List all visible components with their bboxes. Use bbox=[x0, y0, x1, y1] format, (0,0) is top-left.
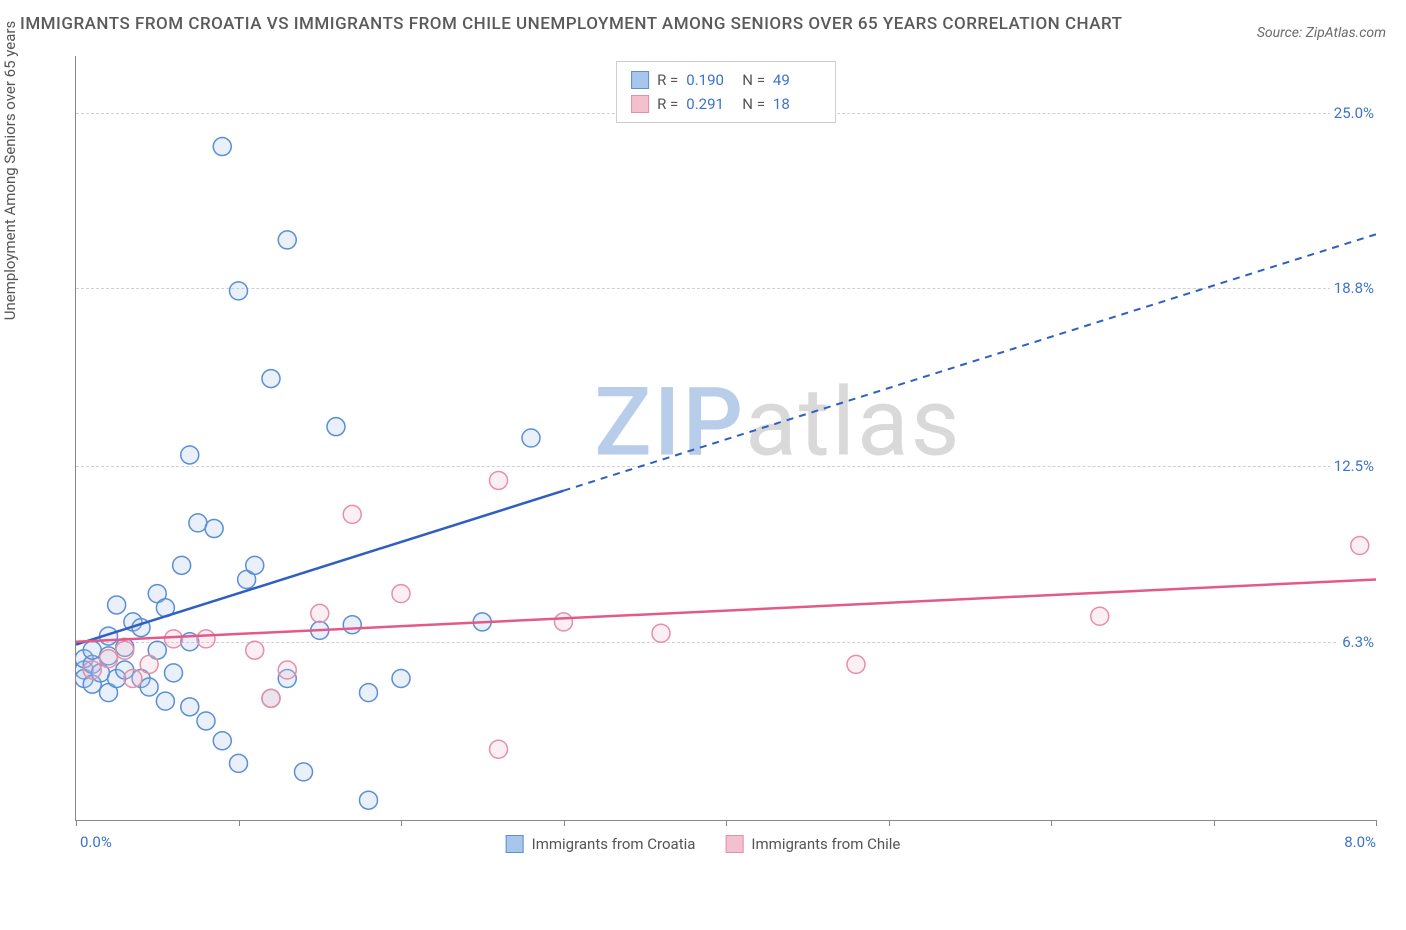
data-point bbox=[116, 641, 134, 659]
data-point bbox=[360, 791, 378, 809]
data-point bbox=[1351, 537, 1369, 555]
data-point bbox=[360, 684, 378, 702]
data-point bbox=[140, 678, 158, 696]
n-value-chile: 18 bbox=[773, 92, 821, 116]
legend-item-croatia: Immigrants from Croatia bbox=[506, 835, 696, 853]
x-axis-min-label: 0.0% bbox=[80, 833, 112, 851]
stats-legend-box: R = 0.190 N = 49 R = 0.291 N = 18 bbox=[616, 61, 836, 123]
data-point bbox=[181, 446, 199, 464]
r-value-chile: 0.291 bbox=[686, 92, 734, 116]
legend-item-chile: Immigrants from Chile bbox=[725, 835, 900, 853]
y-axis-label: Unemployment Among Seniors over 65 years bbox=[1, 21, 19, 320]
data-point bbox=[165, 664, 183, 682]
x-axis-max-label: 8.0% bbox=[1344, 833, 1376, 851]
data-point bbox=[295, 763, 313, 781]
source-attribution: Source: ZipAtlas.com bbox=[1257, 25, 1386, 41]
trend-line-dashed bbox=[564, 234, 1377, 490]
data-point bbox=[246, 556, 264, 574]
data-point bbox=[311, 604, 329, 622]
data-point bbox=[343, 616, 361, 634]
data-point bbox=[327, 418, 345, 436]
data-point bbox=[230, 754, 248, 772]
data-point bbox=[83, 661, 101, 679]
data-point bbox=[278, 231, 296, 249]
stats-row-croatia: R = 0.190 N = 49 bbox=[631, 68, 821, 92]
r-label: R = bbox=[657, 68, 678, 92]
data-point bbox=[847, 655, 865, 673]
data-point bbox=[100, 650, 118, 668]
data-point bbox=[278, 661, 296, 679]
trend-line-solid bbox=[76, 579, 1376, 641]
data-point bbox=[230, 282, 248, 300]
data-point bbox=[522, 429, 540, 447]
data-point bbox=[181, 698, 199, 716]
data-point bbox=[262, 689, 280, 707]
data-point bbox=[197, 630, 215, 648]
data-point bbox=[124, 670, 142, 688]
data-point bbox=[165, 630, 183, 648]
n-label: N = bbox=[742, 68, 765, 92]
data-point bbox=[392, 585, 410, 603]
data-point bbox=[156, 692, 174, 710]
plot-area: ZIPatlas R = 0.190 N = 49 R = 0.291 N = … bbox=[75, 56, 1376, 821]
data-point bbox=[555, 613, 573, 631]
data-point bbox=[490, 471, 508, 489]
chart-container: Unemployment Among Seniors over 65 years… bbox=[20, 51, 1386, 871]
data-point bbox=[392, 670, 410, 688]
data-point bbox=[197, 712, 215, 730]
data-point bbox=[213, 138, 231, 156]
data-point bbox=[140, 655, 158, 673]
data-point bbox=[173, 556, 191, 574]
legend-label-croatia: Immigrants from Croatia bbox=[532, 835, 696, 853]
legend-swatch-croatia bbox=[506, 835, 524, 853]
chart-title: IMMIGRANTS FROM CROATIA VS IMMIGRANTS FR… bbox=[20, 10, 1123, 39]
data-point bbox=[490, 740, 508, 758]
data-point bbox=[213, 732, 231, 750]
data-point bbox=[262, 370, 280, 388]
r-label: R = bbox=[657, 92, 678, 116]
legend-swatch-chile bbox=[725, 835, 743, 853]
data-point bbox=[108, 596, 126, 614]
r-value-croatia: 0.190 bbox=[686, 68, 734, 92]
n-value-croatia: 49 bbox=[773, 68, 821, 92]
stats-swatch-chile bbox=[631, 95, 649, 113]
scatter-plot-svg bbox=[76, 56, 1376, 820]
data-point bbox=[83, 641, 101, 659]
data-point bbox=[652, 624, 670, 642]
data-point bbox=[343, 505, 361, 523]
data-point bbox=[246, 641, 264, 659]
bottom-legend: Immigrants from Croatia Immigrants from … bbox=[506, 835, 901, 853]
data-point bbox=[1091, 607, 1109, 625]
data-point bbox=[205, 520, 223, 538]
stats-swatch-croatia bbox=[631, 71, 649, 89]
data-point bbox=[189, 514, 207, 532]
stats-row-chile: R = 0.291 N = 18 bbox=[631, 92, 821, 116]
n-label: N = bbox=[742, 92, 765, 116]
legend-label-chile: Immigrants from Chile bbox=[751, 835, 900, 853]
